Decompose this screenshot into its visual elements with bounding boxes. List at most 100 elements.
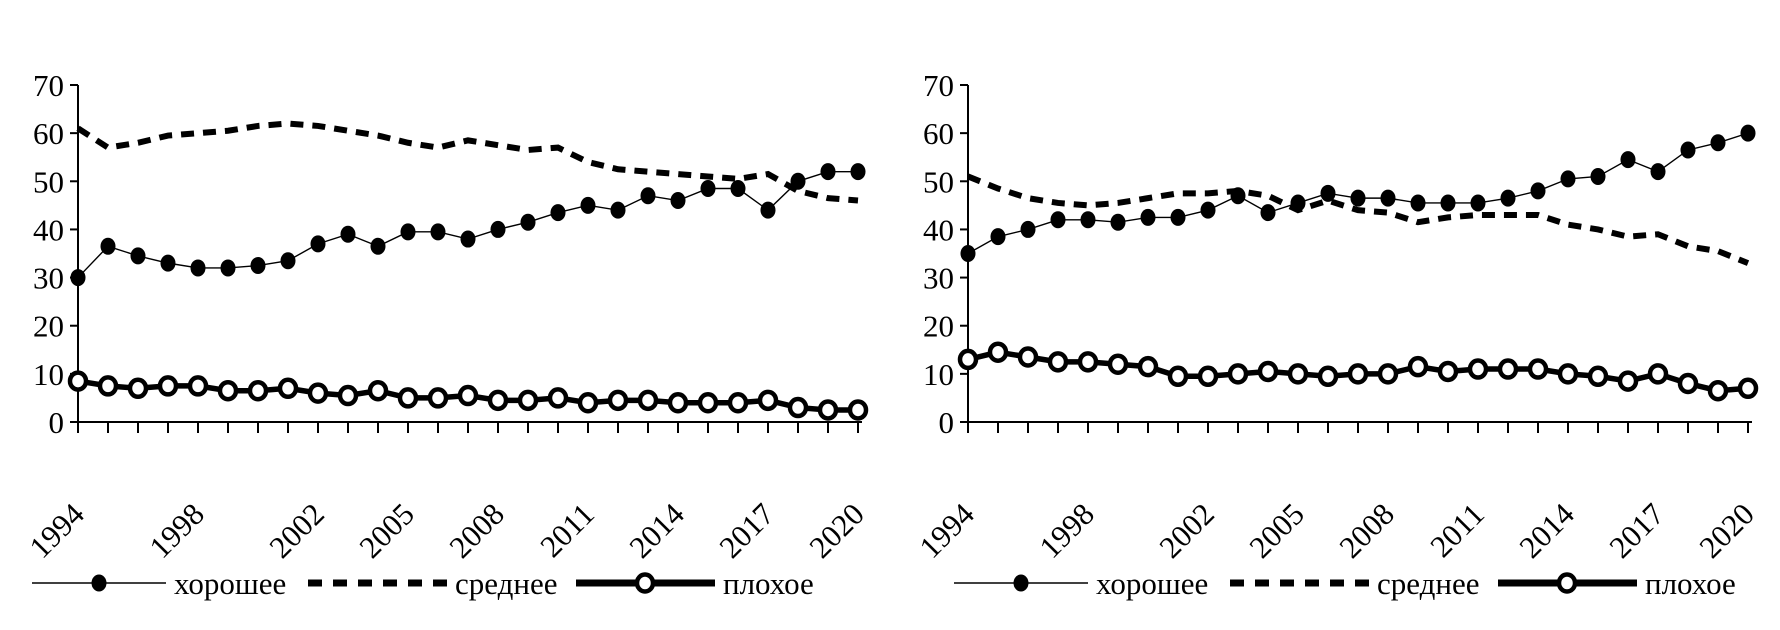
y-tick-label: 10: [33, 357, 64, 392]
data-point: [217, 379, 239, 402]
data-point: [1230, 187, 1246, 205]
data-point: [1587, 365, 1609, 388]
legend-label: среднее: [455, 566, 558, 601]
data-point: [1707, 379, 1729, 402]
y-tick-label: 70: [923, 68, 954, 103]
data-point: [1407, 355, 1429, 378]
data-point: [730, 180, 746, 198]
y-tick-label: 0: [49, 405, 65, 440]
series-avg: [966, 173, 1750, 266]
legend-filled-circle-icon: [91, 574, 107, 592]
data-point: [550, 204, 566, 222]
x-tick-label-group: 2002: [1152, 496, 1221, 565]
data-point: [310, 235, 326, 253]
legend-item: плохое: [576, 566, 814, 601]
data-point: [1497, 358, 1519, 380]
data-point: [190, 259, 206, 277]
x-tick-label-group: 2020: [1692, 496, 1761, 565]
legend-label: хорошее: [174, 566, 286, 601]
data-point: [1107, 353, 1129, 375]
data-point: [820, 163, 836, 181]
data-point: [1377, 363, 1399, 385]
data-point: [1650, 163, 1666, 181]
data-point: [427, 387, 449, 409]
data-point: [340, 225, 356, 243]
x-tick-label-group: 2005: [352, 496, 421, 565]
data-point: [160, 254, 176, 272]
x-tick-label: 2014: [622, 496, 691, 565]
data-point: [697, 391, 719, 414]
legend: хорошее среднее плохое: [32, 566, 814, 601]
x-tick-label: 2017: [712, 496, 781, 565]
data-point: [460, 230, 476, 248]
data-point: [400, 223, 416, 241]
data-point: [1560, 170, 1576, 188]
legend-label: хорошее: [1096, 566, 1208, 601]
data-point: [157, 375, 179, 397]
data-point: [1527, 358, 1549, 380]
data-point: [760, 201, 776, 219]
data-point: [960, 245, 976, 262]
data-point: [100, 237, 116, 255]
x-tick-label: 2005: [1242, 496, 1311, 565]
data-point: [987, 341, 1009, 363]
data-point: [1077, 351, 1099, 373]
y-tick-label: 40: [923, 212, 954, 247]
data-point: [127, 377, 149, 400]
data-point: [1080, 211, 1096, 229]
legend-label: среднее: [1377, 566, 1480, 601]
x-tick-label: 2011: [1423, 496, 1491, 564]
data-point: [990, 228, 1006, 246]
y-tick-label: 20: [923, 309, 954, 344]
y-tick-label: 50: [923, 164, 954, 199]
y-tick-label: 30: [33, 261, 64, 296]
x-tick-label-group: 2008: [1332, 496, 1401, 565]
x-tick-label: 1998: [1032, 496, 1101, 565]
data-point: [1170, 208, 1186, 226]
data-point: [1020, 220, 1036, 238]
data-point: [487, 389, 509, 412]
x-tick-label-group: 1994: [22, 496, 91, 565]
x-tick-label: 2005: [352, 496, 421, 565]
data-point: [727, 391, 749, 414]
x-tick-label: 2020: [1692, 496, 1761, 565]
data-point: [637, 389, 659, 412]
data-point: [1200, 201, 1216, 219]
data-point: [97, 375, 119, 397]
x-tick-label: 2011: [533, 496, 601, 564]
data-point: [367, 379, 389, 402]
data-point: [640, 187, 656, 205]
legend-label: плохое: [1645, 566, 1736, 601]
data-point: [847, 399, 869, 421]
data-point: [1590, 167, 1606, 185]
data-point: [667, 391, 689, 414]
data-point: [1260, 204, 1276, 222]
data-point: [250, 257, 266, 275]
data-point: [247, 379, 269, 402]
data-point: [1227, 363, 1249, 385]
x-tick-label-group: 2005: [1242, 496, 1311, 565]
data-point: [307, 382, 329, 404]
y-tick-label: 10: [923, 357, 954, 392]
legend: хорошее среднее плохое: [954, 566, 1736, 601]
x-tick-label: 2002: [262, 496, 331, 565]
data-point: [277, 377, 299, 400]
data-point: [1530, 182, 1546, 200]
data-point: [520, 213, 536, 231]
x-tick-label-group: 2014: [1512, 496, 1581, 565]
data-point: [577, 391, 599, 414]
legend-open-circle-icon: [634, 572, 656, 594]
x-tick-label: 2014: [1512, 496, 1581, 565]
data-point: [130, 247, 146, 265]
data-point: [370, 237, 386, 255]
x-tick-label-group: 2011: [533, 496, 601, 564]
data-point: [1557, 363, 1579, 385]
data-point: [700, 180, 716, 198]
data-point: [1257, 360, 1279, 383]
legend-item: хорошее: [32, 566, 286, 601]
data-point: [1050, 211, 1066, 229]
data-point: [220, 259, 236, 277]
series-bad: [957, 341, 1759, 402]
x-tick-label-group: 2017: [1602, 496, 1671, 565]
y-tick-label: 60: [923, 116, 954, 151]
